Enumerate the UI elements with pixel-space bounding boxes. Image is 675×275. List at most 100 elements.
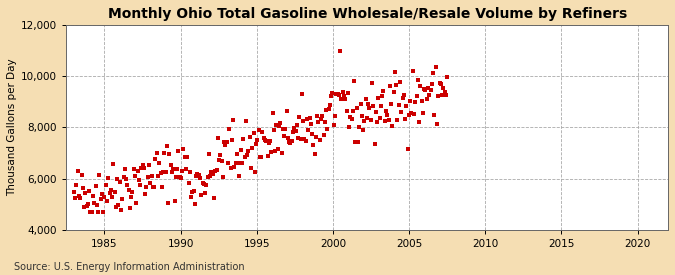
- Point: [389, 70, 400, 75]
- Point: [420, 88, 431, 92]
- Point: [385, 102, 396, 107]
- Point: [95, 197, 106, 202]
- Point: [184, 170, 195, 175]
- Point: [286, 139, 297, 144]
- Point: [75, 196, 86, 200]
- Point: [441, 75, 452, 79]
- Point: [79, 205, 90, 209]
- Point: [70, 196, 80, 200]
- Point: [117, 197, 128, 201]
- Point: [158, 169, 169, 174]
- Point: [159, 150, 169, 155]
- Point: [153, 174, 163, 178]
- Point: [128, 166, 139, 171]
- Point: [284, 140, 294, 145]
- Point: [130, 174, 140, 178]
- Point: [262, 154, 273, 159]
- Point: [358, 127, 369, 132]
- Point: [78, 186, 88, 190]
- Point: [243, 148, 254, 153]
- Point: [182, 154, 192, 159]
- Point: [303, 127, 314, 132]
- Point: [329, 114, 340, 118]
- Point: [346, 117, 357, 121]
- Point: [103, 176, 113, 181]
- Point: [165, 163, 176, 167]
- Point: [220, 143, 231, 147]
- Point: [280, 126, 291, 131]
- Point: [270, 149, 281, 154]
- Point: [428, 71, 439, 75]
- Point: [423, 86, 433, 91]
- Point: [385, 84, 396, 88]
- Point: [415, 83, 426, 88]
- Point: [140, 192, 151, 197]
- Point: [74, 194, 84, 199]
- Point: [315, 138, 325, 142]
- Point: [145, 180, 156, 185]
- Point: [109, 189, 120, 194]
- Point: [209, 196, 219, 200]
- Point: [252, 138, 263, 142]
- Point: [392, 118, 403, 122]
- Point: [135, 183, 146, 187]
- Point: [81, 204, 92, 208]
- Point: [118, 174, 129, 179]
- Point: [283, 136, 294, 140]
- Point: [142, 175, 153, 179]
- Point: [134, 178, 144, 182]
- Point: [281, 109, 292, 113]
- Point: [191, 174, 202, 178]
- Point: [157, 185, 167, 189]
- Point: [200, 191, 211, 195]
- Point: [181, 167, 192, 172]
- Point: [237, 161, 248, 165]
- Point: [382, 113, 393, 118]
- Point: [387, 123, 398, 128]
- Point: [80, 191, 90, 195]
- Point: [236, 148, 246, 153]
- Point: [210, 168, 221, 173]
- Point: [230, 161, 241, 165]
- Point: [355, 102, 366, 106]
- Point: [261, 139, 271, 143]
- Point: [136, 166, 146, 170]
- Point: [119, 167, 130, 172]
- Point: [91, 203, 102, 207]
- Point: [418, 87, 429, 92]
- Point: [351, 106, 362, 110]
- Point: [430, 65, 441, 70]
- Point: [398, 93, 409, 97]
- Point: [138, 166, 149, 170]
- Point: [362, 116, 373, 120]
- Point: [97, 192, 107, 196]
- Point: [341, 109, 352, 113]
- Point: [331, 92, 342, 96]
- Point: [102, 199, 113, 203]
- Point: [319, 120, 330, 124]
- Point: [164, 152, 175, 156]
- Point: [216, 159, 227, 163]
- Point: [400, 117, 410, 122]
- Point: [238, 137, 248, 141]
- Point: [427, 82, 437, 86]
- Point: [263, 141, 274, 145]
- Point: [224, 126, 235, 131]
- Point: [260, 138, 271, 143]
- Point: [256, 155, 267, 160]
- Point: [327, 91, 338, 95]
- Point: [101, 183, 111, 188]
- Point: [180, 155, 190, 159]
- Point: [71, 183, 82, 187]
- Point: [206, 170, 217, 174]
- Point: [312, 114, 323, 118]
- Point: [225, 165, 236, 170]
- Point: [313, 120, 324, 124]
- Point: [371, 110, 381, 114]
- Point: [285, 141, 296, 145]
- Point: [113, 203, 124, 208]
- Point: [115, 208, 126, 212]
- Point: [84, 189, 95, 193]
- Point: [99, 195, 110, 200]
- Point: [221, 139, 232, 144]
